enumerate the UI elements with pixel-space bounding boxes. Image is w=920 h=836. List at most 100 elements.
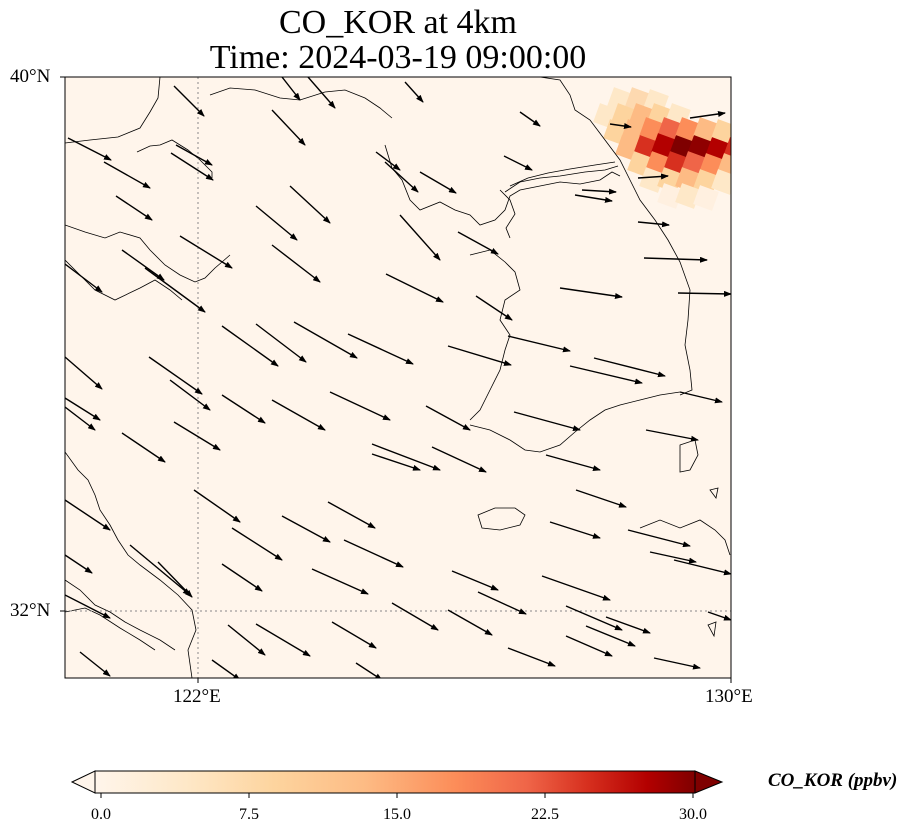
colorbar-tick-0: 0.0 (91, 806, 111, 823)
colorbar-tick-3: 22.5 (531, 806, 559, 823)
wind-arrow (255, 323, 307, 363)
colorbar-max-extension (694, 770, 724, 794)
wind-arrow (559, 287, 623, 299)
lat-label-40n: 40°N (10, 66, 51, 87)
colorbar-label: CO_KOR (ppbv) (768, 770, 898, 791)
wind-arrow (375, 151, 401, 171)
colorbar (70, 770, 724, 798)
wind-arrow (221, 325, 279, 367)
wind-arrow (271, 399, 326, 431)
wind-arrow (399, 214, 441, 261)
lon-label-130e: 130°E (705, 686, 753, 707)
wind-arrow (643, 256, 708, 263)
wind-arrow (193, 489, 241, 523)
wind-arrow (65, 263, 103, 293)
wind-arrow (707, 611, 731, 621)
wind-arrow (507, 335, 571, 353)
wind-arrow (355, 662, 383, 678)
wind-arrow (255, 623, 311, 657)
map-title-line2: Time: 2024-03-19 09:00:00 (209, 39, 587, 76)
wind-arrow (513, 411, 581, 432)
wind-arrow (605, 616, 651, 634)
wind-arrow (477, 591, 527, 615)
wind-arrow (447, 345, 512, 366)
wind-arrow (307, 77, 336, 109)
wind-arrow (65, 499, 111, 531)
colorbar-gradient (94, 770, 696, 794)
wind-arrow (281, 77, 301, 101)
wind-arrow (144, 267, 206, 313)
lat-label-32n: 32°N (10, 600, 51, 621)
wind-arrow (327, 501, 376, 529)
lon-label-122e: 122°E (173, 686, 221, 707)
wind-arrow (653, 657, 701, 670)
wind-arrow (65, 356, 103, 390)
wind-arrow (271, 244, 321, 283)
wind-arrow (173, 421, 221, 451)
wind-arrow (271, 109, 306, 146)
wind-arrow (281, 515, 331, 543)
wind-arrow (565, 605, 623, 631)
wind-arrow (519, 111, 541, 127)
wind-arrow (565, 635, 613, 657)
colorbar-min-extension (70, 770, 96, 794)
wind-arrow (574, 194, 613, 203)
wind-arrow (419, 171, 457, 194)
wind-arrow (347, 333, 414, 365)
wind-arrow (645, 429, 699, 442)
wind-arrow (677, 290, 731, 297)
wind-arrow (475, 295, 513, 321)
wind-arrow (404, 81, 424, 103)
wind-arrow (65, 554, 93, 574)
wind-arrow (581, 188, 617, 195)
wind-arrow (431, 446, 487, 473)
wind-arrow (507, 647, 556, 667)
wind-arrow (545, 454, 601, 472)
wind-arrow (385, 273, 444, 303)
wind-arrow (457, 231, 499, 255)
wind-arrow (627, 529, 691, 548)
wind-arrow (585, 625, 636, 647)
wind-arrow (541, 575, 611, 601)
wind-arrow (425, 405, 471, 431)
co-grid-cell (693, 185, 719, 211)
wind-arrow (311, 568, 369, 595)
wind-arrow (129, 544, 191, 596)
wind-arrow (293, 321, 358, 359)
wind-arrow (447, 609, 493, 636)
wind-arrow (371, 453, 421, 471)
wind-arrow (121, 249, 165, 281)
wind-arrow (67, 137, 112, 161)
lat-tick-marks (60, 76, 65, 612)
wind-arrow (451, 570, 499, 591)
wind-arrow (231, 527, 283, 561)
map-frame (64, 76, 732, 679)
wind-arrow (65, 594, 111, 619)
wind-arrow (103, 161, 151, 189)
wind-arrow (170, 152, 214, 181)
wind-arrow (121, 432, 166, 463)
wind-arrow (384, 161, 419, 193)
map-title-line1: CO_KOR at 4km (279, 4, 517, 41)
wind-arrow (343, 539, 404, 568)
wind-arrow (169, 379, 211, 411)
wind-arrow (255, 205, 298, 241)
wind-arrow (211, 659, 241, 678)
wind-arrow (575, 489, 627, 508)
wind-vectors (65, 77, 731, 678)
wind-arrow (331, 621, 377, 649)
wind-arrow (289, 185, 331, 224)
wind-arrow (637, 173, 669, 180)
wind-arrow (689, 111, 726, 119)
colorbar-tick-4: 30.0 (679, 806, 707, 823)
wind-arrow (175, 144, 213, 166)
wind-arrow (79, 651, 111, 677)
coastline (65, 77, 731, 678)
wind-arrow (593, 357, 666, 378)
co-grid-cell (711, 169, 731, 195)
colorbar-tick-2: 15.0 (383, 806, 411, 823)
wind-arrow (65, 406, 96, 431)
wind-arrow (391, 602, 439, 631)
wind-arrow (371, 443, 441, 471)
wind-arrow (221, 394, 266, 424)
